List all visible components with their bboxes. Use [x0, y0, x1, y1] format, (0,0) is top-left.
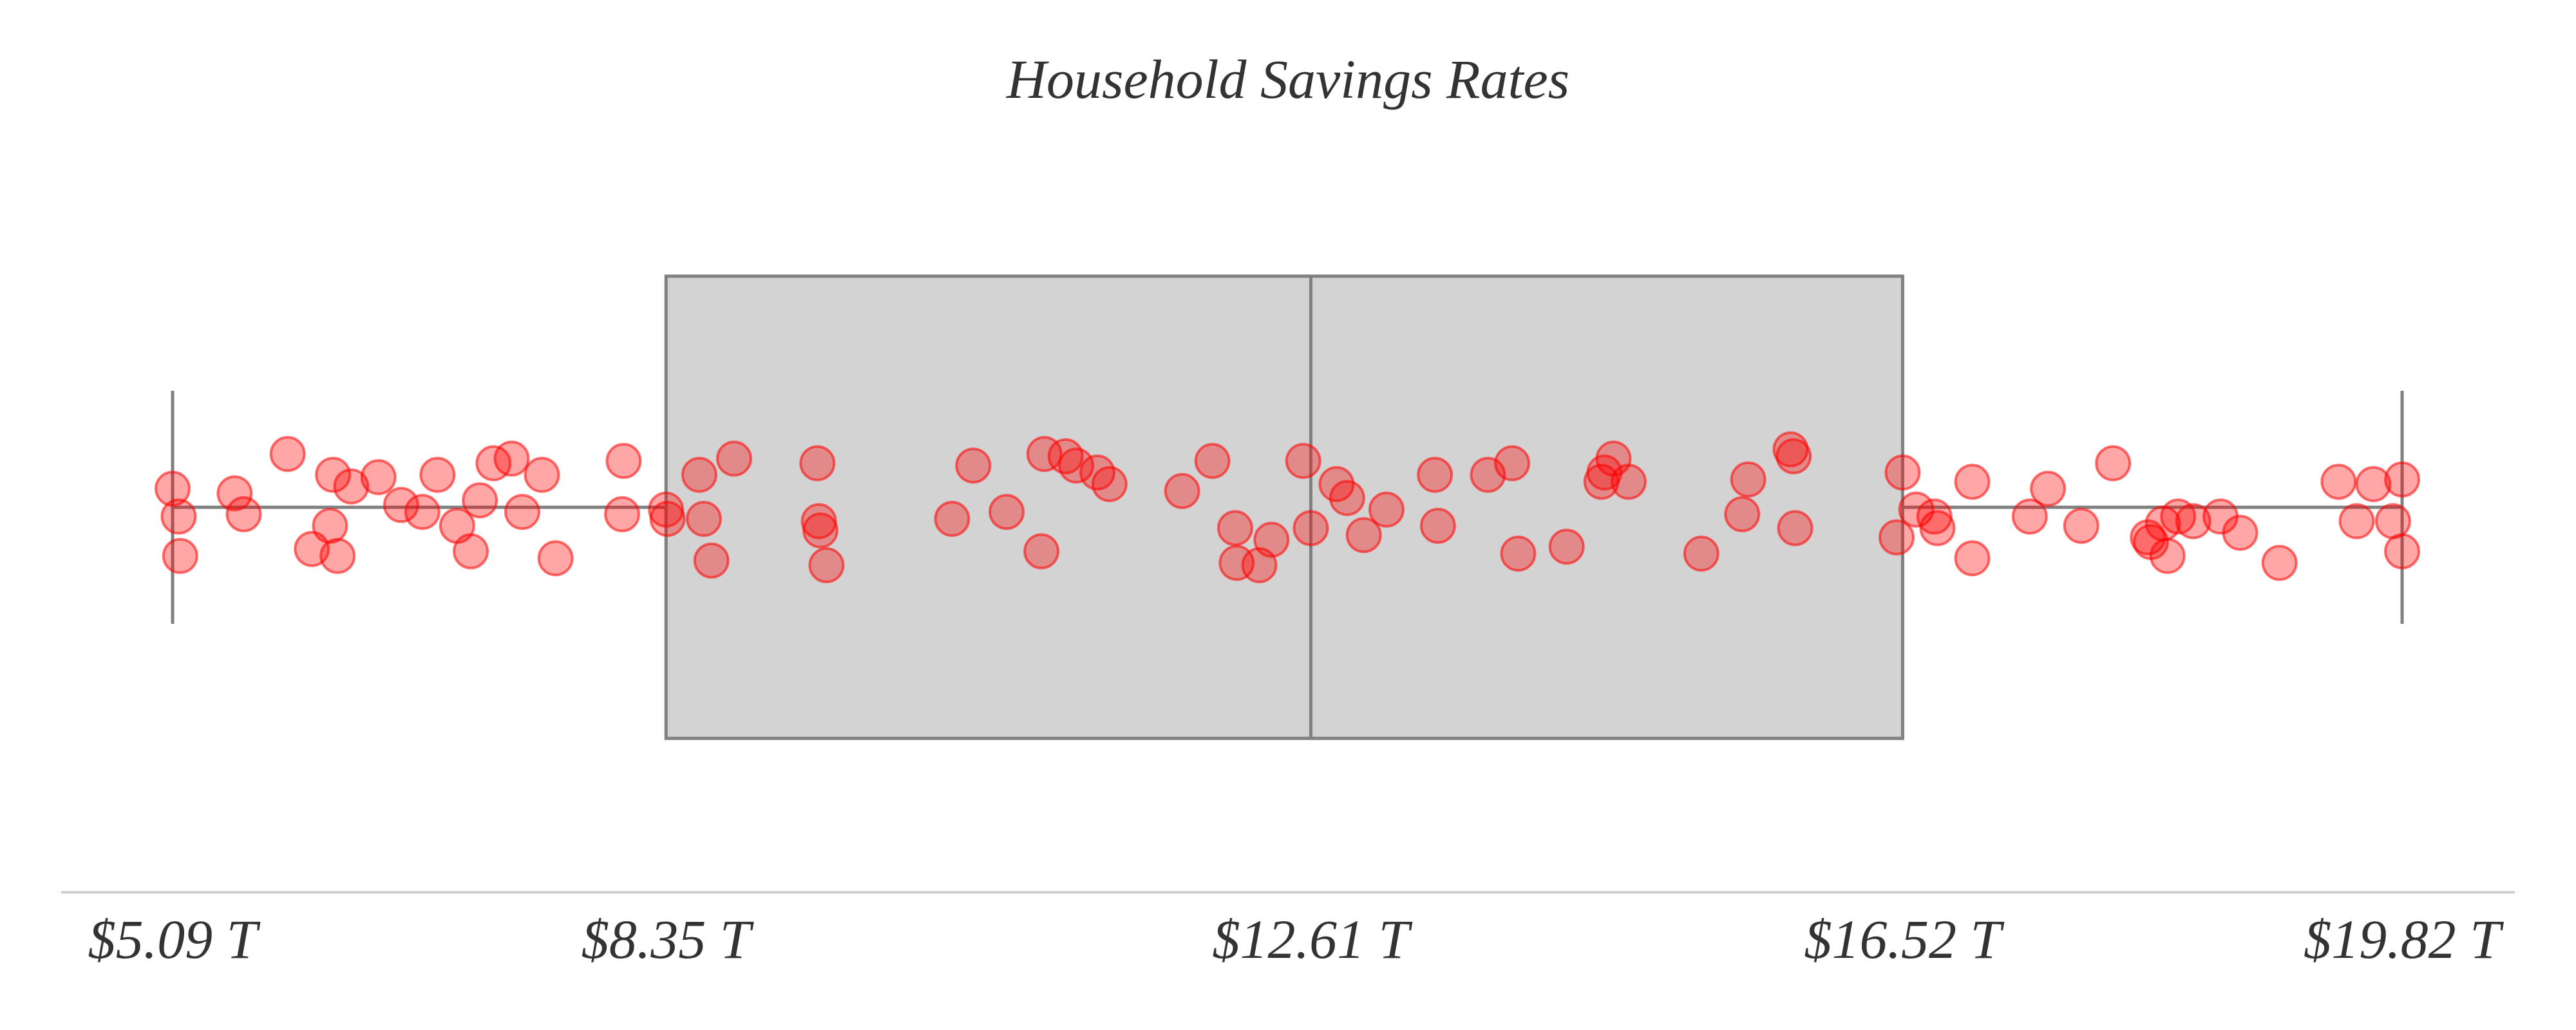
x-tick-label: $5.09 T	[88, 908, 261, 970]
data-point	[1368, 491, 1405, 528]
data-point	[989, 494, 1025, 530]
interquartile-box	[664, 274, 1904, 740]
data-point	[2011, 498, 2048, 535]
data-point	[1253, 521, 1290, 558]
data-point	[649, 501, 686, 537]
data-point	[1091, 466, 1128, 502]
data-point	[504, 494, 540, 530]
data-point	[2149, 538, 2186, 574]
data-point	[715, 440, 752, 477]
data-point	[685, 501, 722, 537]
data-point	[225, 496, 262, 532]
data-point	[2222, 514, 2259, 551]
data-point	[1683, 536, 1719, 572]
x-tick-label: $12.61 T	[1213, 908, 1413, 970]
data-point	[934, 501, 971, 537]
data-point	[524, 456, 560, 493]
data-point	[383, 487, 419, 523]
data-point	[799, 445, 836, 482]
data-point	[493, 440, 530, 477]
data-point	[155, 471, 191, 507]
data-point	[1548, 529, 1585, 565]
x-tick-label: $8.35 T	[582, 908, 754, 970]
data-point	[269, 436, 306, 473]
data-point	[802, 512, 838, 548]
data-point	[453, 533, 489, 570]
chart-title: Household Savings Rates	[1006, 48, 1569, 110]
data-point	[537, 540, 574, 577]
data-point	[1724, 496, 1761, 532]
data-point	[1610, 464, 1647, 500]
data-point	[1878, 519, 1915, 556]
data-point	[955, 447, 992, 484]
data-point	[315, 456, 352, 493]
data-point	[162, 538, 198, 574]
data-point	[1954, 540, 1991, 577]
data-point	[1919, 510, 1956, 547]
data-point	[2175, 503, 2211, 539]
data-point	[1417, 456, 1454, 493]
data-point	[2063, 507, 2099, 544]
x-tick-label: $16.52 T	[1804, 908, 2004, 970]
data-point	[2384, 533, 2420, 570]
data-point	[1194, 443, 1231, 479]
data-point	[808, 547, 845, 583]
data-point	[1164, 473, 1200, 509]
data-point	[2355, 466, 2392, 502]
data-point	[160, 498, 197, 535]
data-point	[681, 456, 717, 493]
data-point	[2338, 503, 2375, 539]
data-point	[605, 443, 642, 479]
data-point	[1954, 464, 1991, 500]
data-point	[2261, 545, 2298, 581]
data-point	[1329, 480, 1365, 516]
data-point	[1285, 443, 1321, 479]
data-point	[1777, 510, 1814, 547]
data-point	[1500, 536, 1537, 572]
x-tick-label: $19.82 T	[2304, 908, 2504, 970]
data-point	[604, 496, 641, 532]
data-point	[2320, 464, 2357, 500]
data-point	[2030, 471, 2067, 507]
data-point	[404, 494, 440, 530]
data-point	[1494, 445, 1531, 482]
data-point	[312, 507, 348, 544]
box-layer	[171, 274, 2404, 740]
points-layer	[155, 431, 2420, 583]
x-axis-ticks: $5.09 T $8.35 T $12.61 T $16.52 T $19.82 T	[88, 908, 2505, 970]
data-point	[1884, 454, 1921, 491]
data-point	[693, 542, 730, 579]
data-point	[1730, 461, 1766, 498]
data-point	[1419, 507, 1456, 544]
data-point	[1058, 447, 1095, 484]
data-point	[216, 475, 253, 512]
data-point	[333, 468, 370, 505]
data-point	[1345, 517, 1382, 554]
data-point	[360, 459, 397, 496]
data-point	[319, 538, 356, 574]
data-point	[419, 456, 456, 493]
data-point	[1776, 438, 1812, 474]
data-point	[2374, 503, 2411, 539]
data-point	[1023, 533, 1060, 570]
data-point	[2384, 461, 2420, 498]
data-point	[2095, 445, 2132, 482]
data-point	[1217, 510, 1253, 547]
data-point	[1293, 510, 1329, 547]
data-point	[462, 482, 498, 519]
